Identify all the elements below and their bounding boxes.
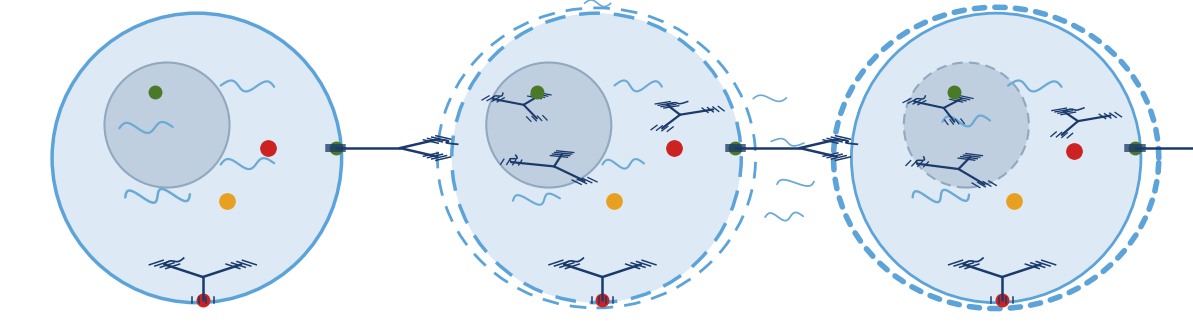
Ellipse shape <box>105 63 229 188</box>
Ellipse shape <box>904 63 1028 188</box>
Ellipse shape <box>852 13 1141 303</box>
Ellipse shape <box>52 13 341 303</box>
Ellipse shape <box>487 63 611 188</box>
Ellipse shape <box>452 13 741 303</box>
